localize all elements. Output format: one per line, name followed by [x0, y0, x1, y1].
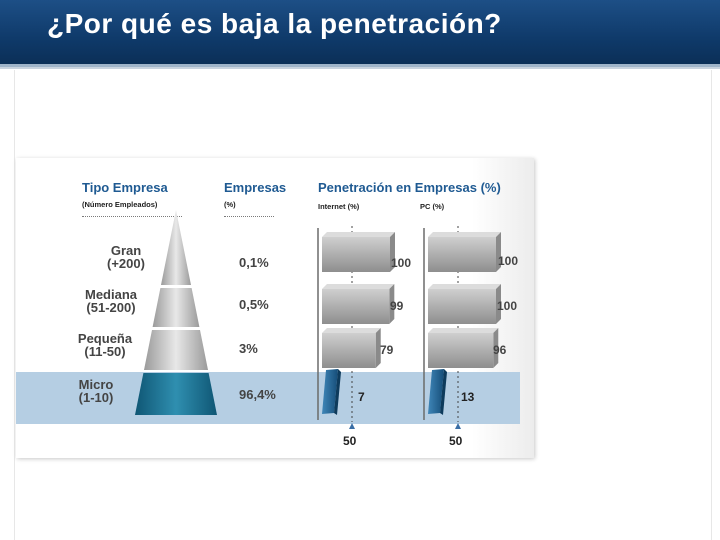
header-empresas: Empresas	[224, 180, 287, 195]
pc-value-pequena: 96	[493, 343, 507, 357]
empresas-pct-pequena: 3%	[239, 341, 258, 356]
empresas-pct-mediana: 0,5%	[239, 297, 269, 312]
pc-reference-label: 50	[449, 434, 463, 448]
pyramid-segment-gran	[161, 210, 191, 285]
internet-value-pequena: 79	[380, 343, 394, 357]
header-empresas-sub: (%)	[224, 200, 236, 209]
pc-bar-pequena	[428, 328, 499, 368]
header-tipo-empresa: Tipo Empresa	[82, 180, 168, 195]
header-tipo-sub: (Número Empleados)	[82, 200, 158, 209]
row-name-micro: Micro	[78, 377, 114, 392]
header-internet-sub: Internet (%)	[318, 202, 360, 211]
header-empresas-dots	[224, 216, 274, 217]
row-label-micro: Micro (1-10)	[56, 378, 136, 404]
pc-bar-mediana	[428, 284, 501, 324]
header-tipo-dots	[82, 216, 182, 217]
title-divider	[0, 67, 720, 69]
row-range-gran: (+200)	[107, 256, 145, 271]
header-pc-sub: PC (%)	[420, 202, 445, 211]
title-bar: ¿Por qué es baja la penetración?	[0, 0, 720, 67]
row-range-mediana: (51-200)	[86, 300, 136, 315]
empresas-pct-gran: 0,1%	[239, 255, 269, 270]
pc-bar-gran	[428, 232, 501, 272]
row-range-micro: (1-10)	[78, 390, 114, 405]
empresas-pct-micro: 96,4%	[239, 387, 276, 402]
internet-value-mediana: 99	[390, 299, 404, 313]
slide-border-left	[14, 70, 15, 540]
pyramid-diagram	[135, 210, 217, 415]
row-name-mediana: Mediana	[84, 287, 137, 302]
pyramid-segment-pequena	[144, 330, 208, 370]
pyramid-segment-mediana	[152, 288, 200, 327]
row-name-pequena: Pequeña	[77, 331, 133, 346]
internet-bar-gran	[322, 232, 395, 272]
slide-border-right	[711, 70, 712, 540]
internet-bar-mediana	[322, 284, 395, 324]
row-label-gran: Gran (+200)	[86, 244, 166, 270]
pc-reference-arrow	[455, 423, 461, 429]
row-range-pequena: (11-50)	[84, 344, 126, 359]
row-name-gran: Gran	[110, 243, 142, 258]
pc-bar-micro	[428, 369, 447, 415]
row-label-pequena: Pequeña (11-50)	[60, 332, 150, 358]
internet-reference-arrow	[349, 423, 355, 429]
internet-value-gran: 100	[391, 256, 412, 270]
pyramid-segment-micro	[135, 373, 217, 415]
internet-reference-label: 50	[343, 434, 357, 448]
row-label-mediana: Mediana (51-200)	[66, 288, 156, 314]
pc-value-micro: 13	[461, 390, 475, 404]
pc-value-mediana: 100	[497, 299, 518, 313]
internet-bar-pequena	[322, 328, 381, 368]
internet-bar-micro	[322, 369, 341, 415]
pc-value-gran: 100	[498, 254, 519, 268]
header-penetracion: Penetración en Empresas (%)	[318, 180, 501, 195]
slide-title: ¿Por qué es baja la penetración?	[47, 8, 502, 39]
internet-value-micro: 7	[358, 390, 365, 404]
